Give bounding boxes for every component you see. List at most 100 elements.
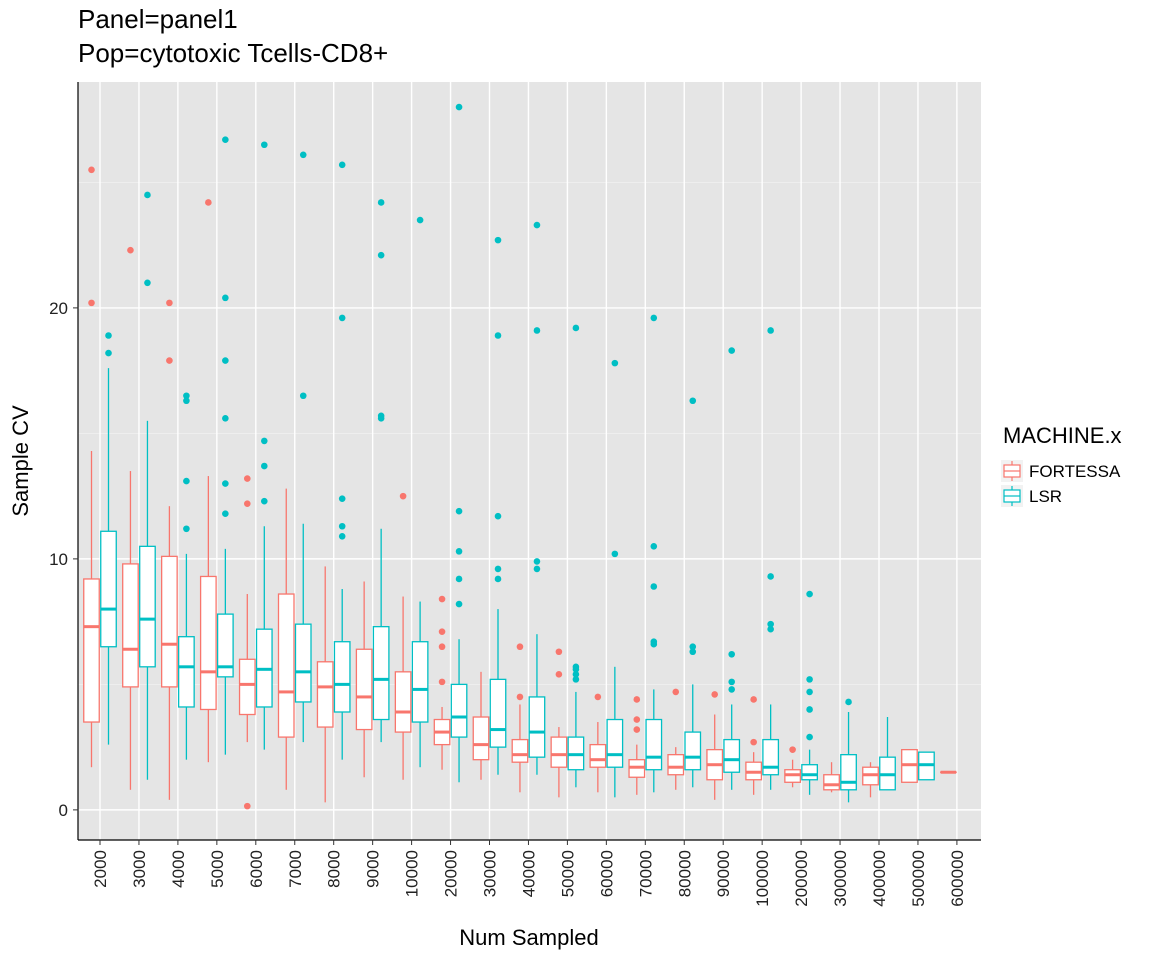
box-lsr-300000 — [840, 698, 857, 803]
x-tick-label: 100000 — [753, 850, 772, 907]
outlier-point — [611, 359, 619, 367]
outlier-point — [650, 314, 658, 322]
y-tick-label: 20 — [49, 299, 68, 318]
box-iqr — [762, 738, 780, 776]
box-lsr-40000 — [528, 221, 546, 775]
outlier-point — [494, 565, 502, 573]
outlier-point — [438, 678, 446, 686]
x-tick-label: 4000 — [169, 850, 188, 888]
box-lsr-400000 — [879, 717, 896, 791]
box-fortessa-400000 — [862, 762, 879, 798]
outlier-point — [611, 550, 619, 558]
outlier-point — [594, 693, 602, 701]
outlier-point — [455, 507, 463, 515]
outlier-point — [750, 696, 757, 703]
chart-title-line2: Pop=cytotoxic Tcells-CD8+ — [78, 38, 388, 68]
outlier-point — [533, 327, 541, 334]
outlier-point — [650, 583, 658, 590]
box-iqr — [723, 738, 741, 773]
box-iqr — [472, 716, 490, 761]
outlier-point — [183, 525, 190, 533]
outlier-point — [533, 558, 541, 565]
outlier-point — [806, 733, 813, 741]
box-lsr-9000 — [372, 199, 390, 743]
outlier-point — [105, 332, 112, 339]
outlier-point — [767, 573, 774, 580]
x-tick-label: 30000 — [481, 850, 500, 897]
box-iqr — [823, 774, 840, 791]
outlier-point — [261, 462, 268, 470]
box-lsr-90000 — [723, 347, 741, 790]
x-tick-label: 400000 — [870, 850, 889, 907]
x-tick-label: 2000 — [91, 850, 110, 888]
outlier-point — [222, 480, 229, 487]
box-iqr — [100, 530, 117, 648]
grid-lines — [78, 82, 981, 840]
box-lsr-200000 — [801, 590, 818, 795]
box-iqr — [801, 764, 818, 781]
outlier-point — [572, 663, 580, 671]
outlier-point — [244, 475, 251, 482]
x-tick-label: 3000 — [130, 850, 149, 888]
legend-key-lsr — [1001, 485, 1023, 507]
box-iqr — [216, 613, 234, 678]
outlier-point — [650, 543, 658, 550]
box-fortessa-80000 — [667, 688, 685, 790]
box-iqr — [528, 696, 546, 758]
outlier-point — [767, 625, 774, 633]
outlier-point — [728, 347, 735, 354]
box-iqr — [645, 718, 663, 771]
box-iqr — [199, 575, 217, 711]
outlier-point — [711, 691, 718, 698]
outlier-point — [516, 693, 524, 701]
box-lsr-8000 — [333, 161, 351, 760]
box-iqr — [333, 641, 351, 713]
box-iqr — [589, 743, 607, 768]
legend-key-fortessa — [1001, 460, 1023, 482]
y-tick-label: 0 — [59, 801, 68, 820]
outlier-point — [205, 199, 212, 206]
outlier-point — [689, 397, 697, 405]
box-iqr — [160, 555, 178, 688]
box-fortessa-90000 — [706, 691, 724, 800]
x-tick-label: 20000 — [442, 850, 461, 897]
outlier-point — [183, 397, 190, 405]
box-lsr-500000 — [918, 751, 935, 781]
outlier-point — [650, 638, 658, 646]
x-tick-label: 9000 — [364, 850, 383, 888]
x-tick-label: 50000 — [558, 850, 577, 897]
outlier-point — [689, 643, 697, 651]
outlier-point — [572, 324, 580, 332]
box-lsr-80000 — [684, 397, 702, 788]
legend-label-lsr: LSR — [1029, 487, 1062, 506]
outlier-point — [438, 628, 446, 635]
outlier-point — [377, 251, 385, 259]
outlier-point — [338, 314, 346, 322]
outlier-point — [338, 522, 346, 530]
outlier-point — [299, 151, 307, 159]
outlier-point — [166, 299, 173, 307]
outlier-point — [494, 512, 502, 520]
outlier-point — [455, 103, 463, 111]
box-fortessa-70000 — [628, 696, 646, 795]
outlier-point — [767, 620, 774, 628]
outlier-point — [438, 595, 446, 603]
x-tick-label: 8000 — [325, 850, 344, 888]
x-tick-label: 300000 — [831, 850, 850, 907]
x-axis-title: Num Sampled — [459, 925, 598, 950]
box-iqr — [606, 718, 624, 768]
box-iqr — [840, 754, 857, 791]
outlier-point — [750, 738, 757, 746]
x-tick-label: 600000 — [948, 850, 967, 907]
box-lsr-100000 — [762, 327, 780, 790]
box-iqr — [177, 636, 195, 708]
box-lsr-5000 — [216, 136, 234, 755]
outlier-point — [555, 671, 563, 678]
box-iqr — [139, 545, 156, 668]
x-tick-label: 200000 — [792, 850, 811, 907]
box-fortessa-40000 — [511, 643, 529, 793]
box-lsr-3000 — [139, 191, 156, 780]
outlier-point — [144, 279, 151, 287]
outlier-point — [88, 299, 95, 307]
